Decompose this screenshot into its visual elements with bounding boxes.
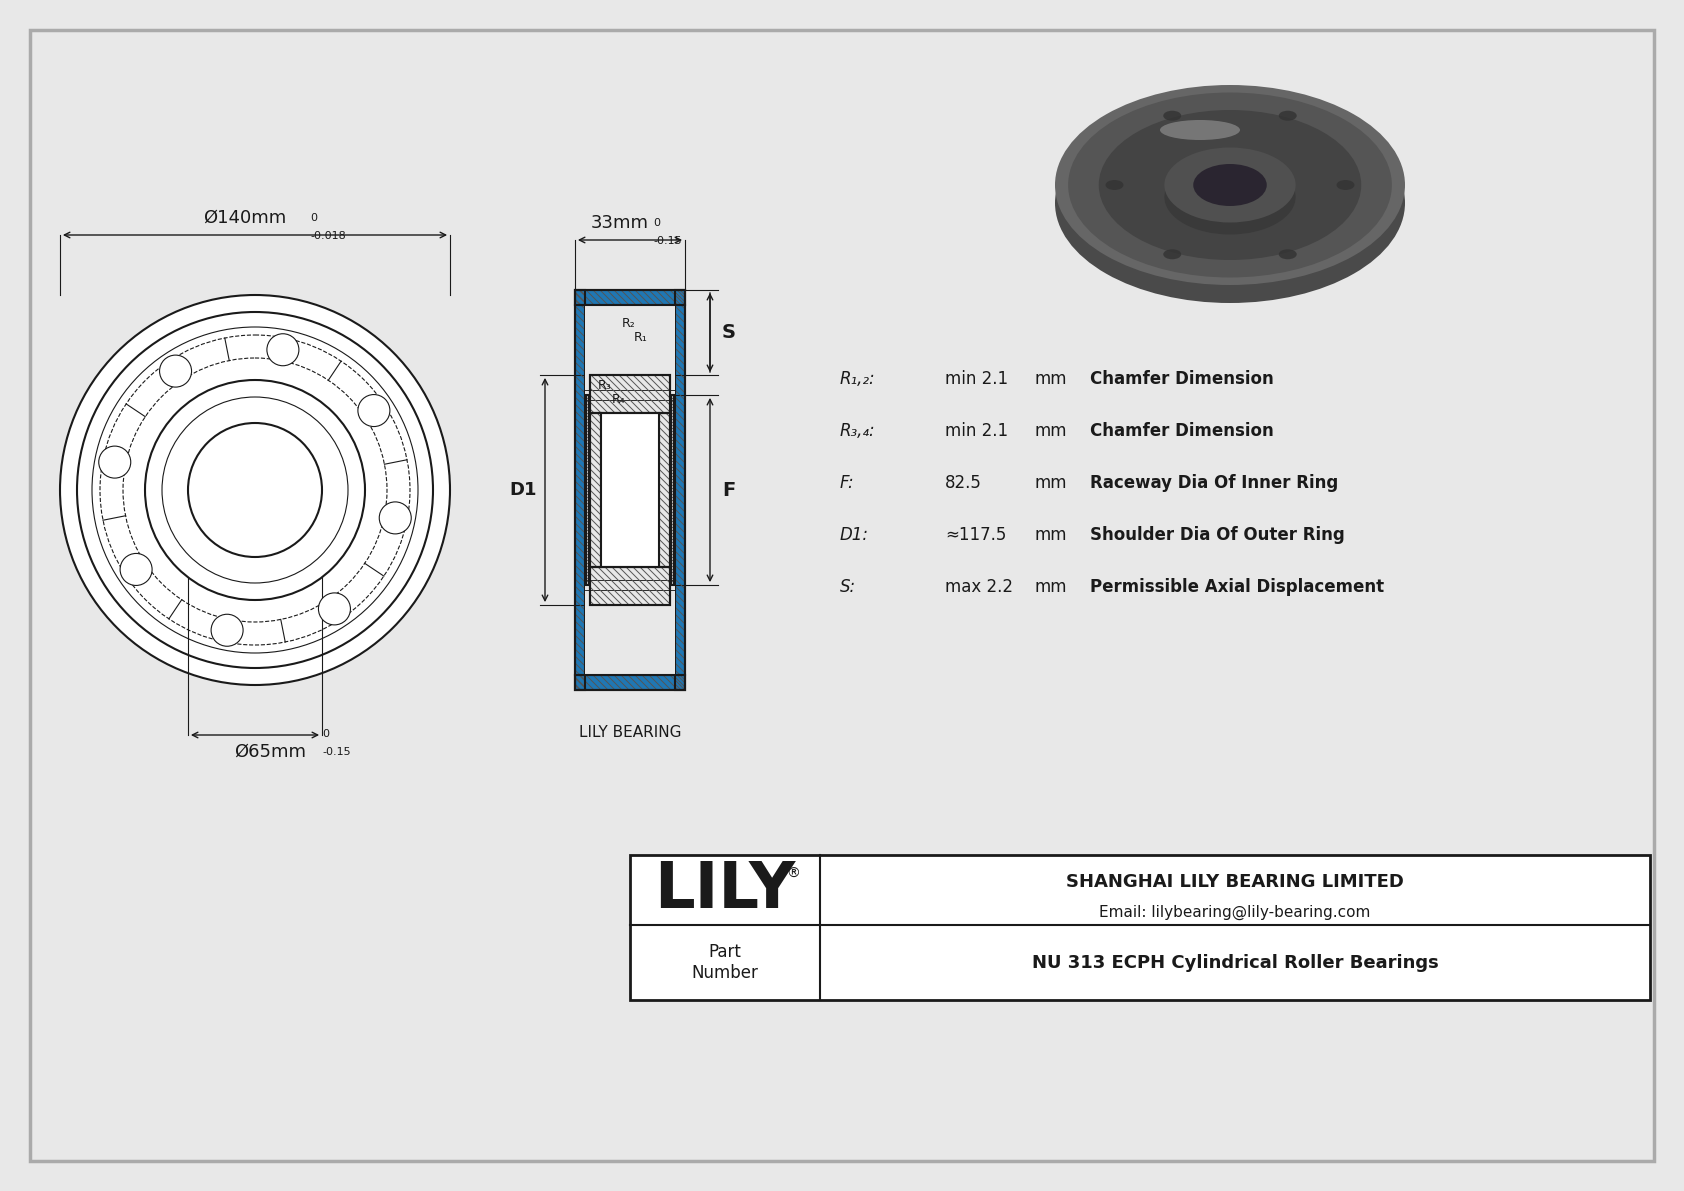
Text: D1: D1 — [510, 481, 537, 499]
Text: R₄: R₄ — [611, 393, 626, 406]
Text: 33mm: 33mm — [591, 214, 648, 232]
Text: Chamfer Dimension: Chamfer Dimension — [1090, 370, 1273, 388]
Ellipse shape — [1160, 120, 1239, 141]
Text: Part
Number: Part Number — [692, 943, 758, 981]
Text: F:: F: — [840, 474, 854, 492]
Text: mm: mm — [1036, 422, 1068, 439]
Circle shape — [210, 615, 242, 647]
Bar — [589, 375, 670, 413]
Bar — [574, 289, 584, 690]
Text: Raceway Dia Of Inner Ring: Raceway Dia Of Inner Ring — [1090, 474, 1339, 492]
Bar — [574, 289, 584, 690]
Circle shape — [162, 397, 349, 584]
Circle shape — [189, 423, 322, 557]
Bar — [670, 395, 674, 585]
Bar — [584, 305, 675, 675]
Bar — [658, 413, 670, 567]
Text: -0.15: -0.15 — [322, 747, 350, 757]
Text: R₃: R₃ — [598, 379, 611, 392]
Text: -0.15: -0.15 — [653, 236, 682, 247]
Text: -0.018: -0.018 — [310, 231, 345, 241]
Text: Ø140mm: Ø140mm — [204, 208, 286, 227]
Text: min 2.1: min 2.1 — [945, 422, 1009, 439]
Bar — [589, 413, 601, 567]
Circle shape — [77, 312, 433, 668]
Circle shape — [145, 380, 365, 600]
Ellipse shape — [1068, 93, 1393, 278]
Text: R₁,₂:: R₁,₂: — [840, 370, 876, 388]
Text: min 2.1: min 2.1 — [945, 370, 1009, 388]
Bar — [589, 375, 670, 605]
Text: D1:: D1: — [840, 526, 869, 544]
Text: 0: 0 — [310, 213, 317, 223]
Text: LILY BEARING: LILY BEARING — [579, 725, 682, 740]
Text: S: S — [722, 323, 736, 342]
Circle shape — [379, 501, 411, 534]
Text: mm: mm — [1036, 578, 1068, 596]
Bar — [574, 289, 685, 305]
Bar — [630, 855, 1650, 1000]
Text: LILY: LILY — [655, 859, 795, 921]
Bar — [675, 289, 685, 690]
Bar — [574, 289, 685, 305]
Ellipse shape — [1278, 249, 1297, 260]
Text: 0: 0 — [653, 218, 660, 227]
Text: ≈117.5: ≈117.5 — [945, 526, 1007, 544]
Bar — [574, 675, 685, 690]
Text: R₂: R₂ — [621, 317, 637, 330]
Circle shape — [318, 593, 350, 625]
Ellipse shape — [1054, 102, 1404, 303]
Text: Chamfer Dimension: Chamfer Dimension — [1090, 422, 1273, 439]
Circle shape — [99, 447, 131, 478]
Circle shape — [93, 328, 418, 653]
Text: Permissible Axial Displacement: Permissible Axial Displacement — [1090, 578, 1384, 596]
Ellipse shape — [1164, 249, 1180, 260]
Ellipse shape — [1278, 111, 1297, 120]
Text: Email: lilybearing@lily-bearing.com: Email: lilybearing@lily-bearing.com — [1100, 905, 1371, 921]
Text: SHANGHAI LILY BEARING LIMITED: SHANGHAI LILY BEARING LIMITED — [1066, 873, 1404, 891]
Bar — [589, 567, 670, 605]
Circle shape — [359, 394, 391, 426]
Text: NU 313 ECPH Cylindrical Roller Bearings: NU 313 ECPH Cylindrical Roller Bearings — [1032, 954, 1438, 972]
Text: 0: 0 — [322, 729, 328, 738]
Ellipse shape — [1164, 160, 1295, 235]
Ellipse shape — [1164, 111, 1180, 120]
Text: Shoulder Dia Of Outer Ring: Shoulder Dia Of Outer Ring — [1090, 526, 1346, 544]
Text: S:: S: — [840, 578, 855, 596]
Circle shape — [266, 333, 298, 366]
Bar — [574, 289, 685, 690]
Text: R₃,₄:: R₃,₄: — [840, 422, 876, 439]
Text: mm: mm — [1036, 474, 1068, 492]
Bar — [675, 289, 685, 690]
Bar — [589, 567, 670, 605]
Text: Ø65mm: Ø65mm — [234, 743, 306, 761]
Ellipse shape — [1337, 180, 1354, 191]
Ellipse shape — [1164, 148, 1295, 223]
Bar — [574, 675, 685, 690]
Ellipse shape — [1105, 180, 1123, 191]
Bar — [586, 395, 589, 585]
Text: 82.5: 82.5 — [945, 474, 982, 492]
Ellipse shape — [1054, 85, 1404, 285]
Bar — [658, 413, 670, 567]
Text: F: F — [722, 480, 736, 499]
Bar — [589, 375, 670, 413]
Circle shape — [160, 355, 192, 387]
Circle shape — [61, 295, 450, 685]
Ellipse shape — [1098, 110, 1361, 260]
Circle shape — [120, 554, 152, 586]
Text: max 2.2: max 2.2 — [945, 578, 1014, 596]
Text: R₁: R₁ — [633, 331, 648, 344]
Bar — [601, 413, 658, 567]
Text: mm: mm — [1036, 526, 1068, 544]
Bar — [670, 395, 674, 585]
Text: ®: ® — [786, 867, 800, 881]
Bar — [586, 395, 589, 585]
Text: mm: mm — [1036, 370, 1068, 388]
Ellipse shape — [1194, 164, 1266, 206]
Bar — [589, 413, 601, 567]
